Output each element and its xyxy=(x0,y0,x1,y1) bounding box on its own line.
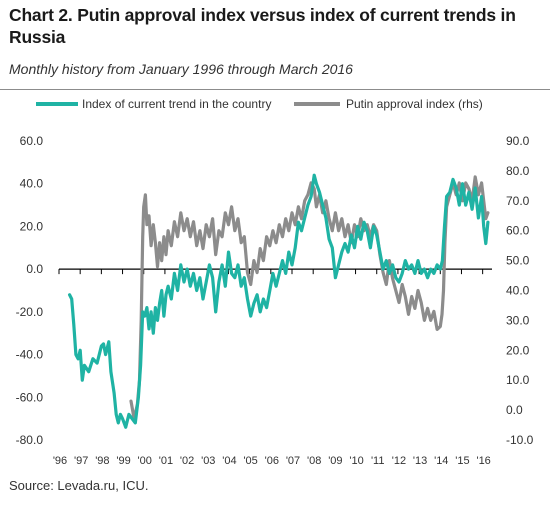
x-tick-label: '12 xyxy=(392,455,406,467)
right-axis-labels: -10.0 0.0 10.0 20.0 30.0 40.0 50.0 60.0 70.0 80.0… xyxy=(506,134,534,447)
right-tick-label: 70.0 xyxy=(506,194,530,208)
x-tick-label: '98 xyxy=(95,455,109,467)
legend-label-approval: Putin approval index (rhs) xyxy=(346,97,483,111)
source-note: Source: Levada.ru, ICU. xyxy=(9,478,149,493)
x-tick-label: '96 xyxy=(53,455,67,467)
x-tick-label: '05 xyxy=(243,455,257,467)
right-tick-label: 0.0 xyxy=(506,403,523,417)
right-tick-label: -10.0 xyxy=(506,433,534,447)
x-tick-label: '03 xyxy=(201,455,215,467)
series-lines xyxy=(68,173,490,429)
x-tick-label: '04 xyxy=(222,455,236,467)
x-tick-label: '97 xyxy=(74,455,88,467)
left-tick-label: 20.0 xyxy=(20,219,44,233)
legend: Index of current trend in the country Pu… xyxy=(36,97,483,111)
x-tick-label: '07 xyxy=(286,455,300,467)
x-axis-labels: '96 '97 '98 '99 '00 '01 '02 '03 '04 '05 '06 '07 '08 '… xyxy=(53,455,491,467)
x-tick-label: '02 xyxy=(180,455,194,467)
chart-subtitle: Monthly history from January 1996 throug… xyxy=(9,61,353,77)
series-line-putin-approval xyxy=(129,175,490,421)
x-tick-label: '09 xyxy=(328,455,342,467)
chart-title: Chart 2. Putin approval index versus ind… xyxy=(9,5,516,47)
left-tick-label: -20.0 xyxy=(16,305,44,319)
left-tick-label: 60.0 xyxy=(20,134,44,148)
right-tick-label: 20.0 xyxy=(506,343,530,357)
x-tick-label: '14 xyxy=(434,455,448,467)
x-tick-label: '15 xyxy=(455,455,469,467)
x-tick-label: '10 xyxy=(349,455,363,467)
left-tick-label: 0.0 xyxy=(26,262,43,276)
series-line-trend-index xyxy=(68,173,490,429)
chart-canvas: Index of current trend in the country Pu… xyxy=(16,97,534,467)
right-tick-label: 90.0 xyxy=(506,134,530,148)
right-tick-label: 30.0 xyxy=(506,313,530,327)
x-tick-label: '99 xyxy=(116,455,130,467)
right-tick-label: 60.0 xyxy=(506,224,530,238)
right-tick-label: 80.0 xyxy=(506,164,530,178)
title-divider xyxy=(0,89,550,90)
left-tick-label: 40.0 xyxy=(20,177,44,191)
x-tick-label: '00 xyxy=(138,455,152,467)
left-axis-labels: -80.0 -60.0 -40.0 -20.0 0.0 20.0 40.0 60.0 xyxy=(16,134,44,447)
x-tick-label: '08 xyxy=(307,455,321,467)
x-tick-label: '01 xyxy=(159,455,173,467)
x-tick-label: '06 xyxy=(265,455,279,467)
x-tick-label: '13 xyxy=(413,455,427,467)
left-tick-label: -60.0 xyxy=(16,390,44,404)
x-tick-label: '16 xyxy=(476,455,490,467)
x-tick-label: '11 xyxy=(371,455,385,467)
right-tick-label: 10.0 xyxy=(506,373,530,387)
right-tick-label: 40.0 xyxy=(506,284,530,298)
right-tick-label: 50.0 xyxy=(506,254,530,268)
left-tick-label: -40.0 xyxy=(16,348,44,362)
legend-label-trend: Index of current trend in the country xyxy=(82,97,271,111)
left-tick-label: -80.0 xyxy=(16,433,44,447)
